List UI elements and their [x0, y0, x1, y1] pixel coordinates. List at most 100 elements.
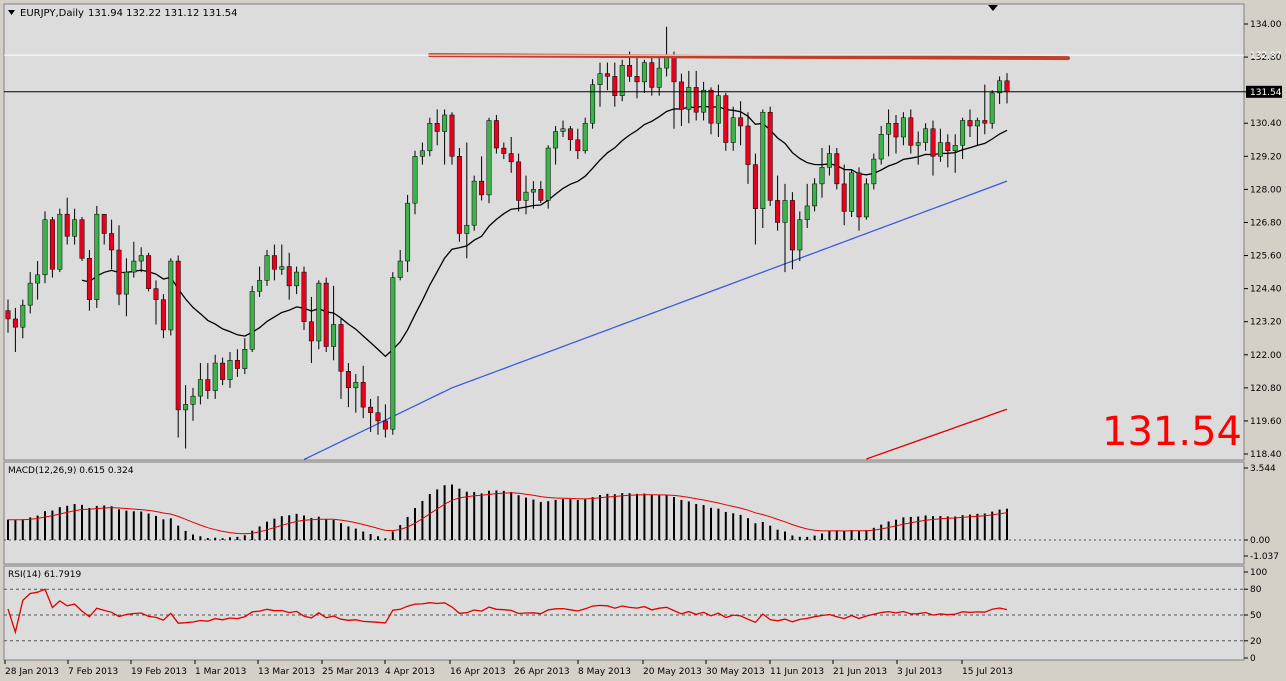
current-price-tag: [1246, 85, 1282, 98]
macd-panel[interactable]: [3, 461, 1245, 565]
candle-body: [405, 202, 411, 262]
candle-body: [471, 180, 477, 226]
candle-body: [530, 189, 536, 193]
candle-body: [671, 56, 677, 83]
candle-body: [183, 404, 189, 411]
macd-title: MACD(12,26,9) 0.615 0.324: [8, 466, 134, 476]
candle-body: [516, 161, 522, 201]
candle-body: [893, 122, 899, 138]
candle-body: [641, 62, 647, 83]
candle-body: [804, 205, 810, 220]
candle-body: [42, 219, 48, 276]
candle-body: [175, 260, 181, 411]
candle-body: [257, 280, 263, 292]
time-tick-label: 21 Jun 2013: [833, 667, 887, 677]
price-tick-label: 119.60: [1250, 417, 1282, 427]
candle-body: [353, 382, 359, 389]
time-tick-label: 28 Jan 2013: [5, 667, 59, 677]
candle-body: [493, 120, 499, 149]
rsi-tick-label: 50: [1250, 611, 1262, 621]
candle-body: [375, 412, 381, 422]
candle-body: [323, 282, 329, 347]
candle-body: [508, 153, 514, 163]
candle-body: [656, 67, 662, 88]
candle-body: [294, 271, 300, 287]
rsi-tick-label: 100: [1250, 568, 1267, 578]
candle-body: [538, 189, 544, 201]
candle-body: [900, 117, 906, 138]
candle-body: [871, 158, 877, 185]
candle-body: [923, 128, 929, 143]
price-tick-label: 128.00: [1250, 185, 1282, 195]
candle-body: [64, 213, 70, 237]
candle-body: [308, 321, 314, 342]
candle-body: [1004, 80, 1010, 93]
time-axis: 28 Jan 2013 7 Feb 2013 19 Feb 2013 1 Mar 20…: [4, 660, 1013, 677]
price-tick-label: 130.40: [1250, 119, 1282, 129]
candle-body: [479, 180, 485, 196]
candle-body: [35, 274, 41, 284]
candle-body: [612, 76, 618, 96]
price-axis: 134.00 132.80 131.54 130.40 129.20 128.00 126.…: [1244, 20, 1282, 460]
price-tick-label: 132.80: [1250, 53, 1282, 63]
moving-average-line: [866, 408, 1008, 460]
candle-body: [952, 145, 958, 152]
candle-body: [974, 120, 980, 127]
time-tick-label: 15 Jul 2013: [962, 667, 1013, 677]
time-tick-label: 1 Mar 2013: [195, 667, 246, 677]
candle-body: [456, 156, 462, 234]
candle-body: [775, 200, 781, 223]
candle-body: [664, 56, 670, 69]
candle-body: [286, 266, 292, 287]
candle-body: [86, 258, 92, 300]
moving-average-line: [303, 180, 1008, 461]
candle-body: [856, 172, 862, 218]
candle-body: [545, 147, 551, 201]
macd-tick-label: 0.00: [1250, 536, 1270, 546]
time-tick-label: 4 Apr 2013: [385, 667, 435, 677]
candle-body: [153, 288, 159, 300]
candle-body: [242, 349, 248, 369]
triangle-down-icon[interactable]: [8, 10, 15, 15]
time-tick-label: 19 Feb 2013: [131, 667, 187, 677]
candle-body: [567, 128, 573, 141]
candle-body: [945, 142, 951, 152]
candle-body: [723, 95, 729, 143]
candle-body: [412, 156, 418, 204]
price-tick-label: 120.80: [1250, 384, 1282, 394]
rsi-line: [4, 588, 1244, 642]
rsi-panel[interactable]: [3, 565, 1245, 661]
candle-body: [575, 139, 581, 152]
candle-body: [715, 95, 721, 124]
candle-body: [449, 114, 455, 157]
price-tick-label: 122.00: [1250, 351, 1282, 361]
candle-body: [841, 183, 847, 212]
candle-body: [960, 120, 966, 146]
candle-body: [501, 147, 507, 154]
candle-body: [678, 81, 684, 110]
chart-header: EURJPY,Daily 131.94 132.22 131.12 131.54: [8, 8, 238, 19]
rsi-axis: 100 80 50 20 0: [1244, 568, 1267, 664]
candle-body: [930, 128, 936, 157]
candle-body: [331, 324, 337, 347]
candle-body: [5, 310, 11, 320]
candle-body: [57, 213, 63, 270]
candle-body: [819, 167, 825, 185]
rsi-tick-label: 0: [1250, 654, 1256, 664]
candle-body: [730, 117, 736, 143]
candle-body: [486, 120, 492, 196]
time-tick-label: 20 May 2013: [643, 667, 702, 677]
candle-body: [908, 117, 914, 146]
candle-body: [138, 255, 144, 262]
candle-body: [338, 324, 344, 372]
candle-body: [197, 379, 203, 397]
moving-averages: [81, 105, 1008, 461]
candle-body: [915, 142, 921, 146]
candle-body: [427, 122, 433, 152]
moving-average-line: [81, 105, 1008, 358]
candles: [5, 26, 1010, 449]
candle-body: [205, 379, 211, 391]
candle-body: [345, 371, 351, 389]
rsi-tick-label: 80: [1250, 585, 1262, 595]
candle-body: [812, 183, 818, 207]
